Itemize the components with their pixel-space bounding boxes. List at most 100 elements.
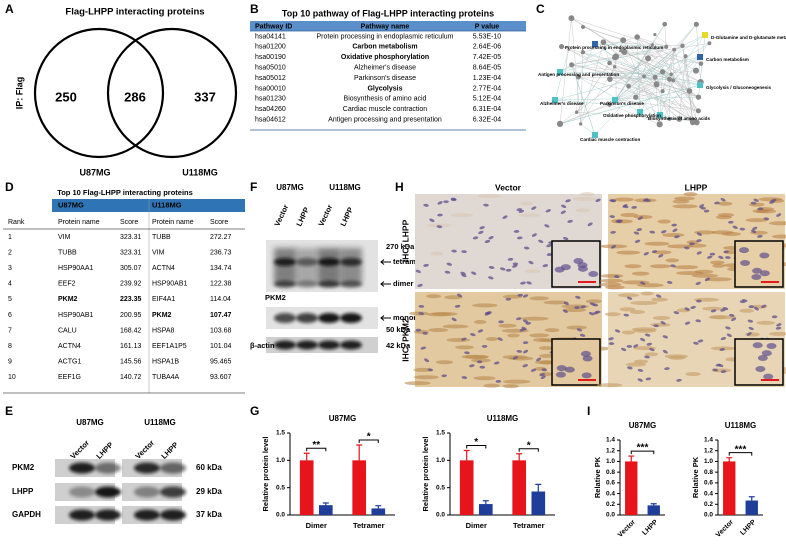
network-edge <box>561 46 663 92</box>
nucleus <box>588 271 599 278</box>
nucleus <box>752 267 763 274</box>
network-node <box>569 62 575 68</box>
bar <box>745 500 758 515</box>
network-node <box>660 89 665 94</box>
lane-label: Vector <box>133 438 156 461</box>
nucleus <box>488 266 495 269</box>
nucleus <box>443 200 449 204</box>
nucleus <box>707 255 713 259</box>
nucleus <box>471 271 477 275</box>
nucleus <box>610 244 617 249</box>
blot-band <box>318 340 340 350</box>
network-edge <box>580 42 604 125</box>
stain <box>446 337 471 342</box>
pathway-node <box>557 69 563 75</box>
stain <box>473 376 496 381</box>
stain <box>640 291 654 296</box>
network-edge <box>679 56 686 119</box>
nucleus <box>461 376 468 379</box>
stain <box>533 338 551 343</box>
stain <box>520 201 534 206</box>
nucleus <box>674 235 680 239</box>
nucleus <box>498 320 504 324</box>
y-tick-label: 0.0 <box>436 512 445 519</box>
table-cell: 236.73 <box>210 249 232 256</box>
nucleus <box>671 223 677 227</box>
pathway-label: Glycolysis / Gluconeogenesis <box>706 85 772 90</box>
blot-band <box>274 313 296 323</box>
network-edge <box>561 46 674 81</box>
size-label: 50 kDa <box>386 325 411 334</box>
table-cell: hsa01200 <box>255 44 286 51</box>
nucleus <box>544 224 550 228</box>
nucleus <box>720 337 727 341</box>
table-cell: 7.42E-05 <box>473 54 502 61</box>
nucleus <box>502 215 508 219</box>
stain <box>450 213 473 218</box>
stain <box>710 315 727 320</box>
nucleus <box>703 209 710 213</box>
network-node <box>659 69 666 75</box>
stain <box>521 316 549 321</box>
column-header: P value <box>475 23 499 30</box>
bar <box>723 461 736 515</box>
network-edge <box>689 91 693 121</box>
y-tick-label: 1.5 <box>436 430 445 437</box>
nucleus <box>469 364 475 368</box>
blot-band <box>95 462 121 474</box>
stain <box>572 197 596 202</box>
nucleus <box>696 299 702 303</box>
nucleus <box>582 355 593 362</box>
stain <box>674 265 699 270</box>
nucleus <box>640 337 646 342</box>
table-cell: HSP90AB1 <box>152 281 188 288</box>
group-label: U118MG <box>152 200 182 209</box>
nucleus <box>763 217 770 221</box>
nucleus <box>695 319 701 323</box>
nucleus <box>712 368 718 372</box>
stain <box>672 199 690 204</box>
table-cell: Parkinson's disease <box>354 75 416 82</box>
table-cell: 200.95 <box>120 312 142 319</box>
nucleus <box>709 252 716 256</box>
network-edge <box>673 56 701 81</box>
network-edge <box>614 24 665 101</box>
error-bar <box>726 457 733 466</box>
stain <box>651 297 668 302</box>
nucleus <box>700 206 706 210</box>
nucleus <box>565 199 571 203</box>
network-edge <box>637 37 641 113</box>
lane-label: Vector <box>316 203 334 228</box>
nucleus <box>693 341 699 345</box>
nucleus <box>622 204 628 208</box>
blot-band <box>318 313 340 323</box>
ihc-image <box>598 192 786 290</box>
nucleus <box>429 218 435 223</box>
table-cell: Carbon metabolism <box>352 44 417 51</box>
nucleus <box>757 354 768 361</box>
x-tick-label: Tetramer <box>353 521 385 530</box>
stain <box>524 269 541 274</box>
nucleus <box>495 379 502 383</box>
stain <box>721 232 742 237</box>
nucleus <box>461 337 467 341</box>
nucleus <box>726 333 732 338</box>
nucleus <box>722 307 729 311</box>
nucleus <box>608 337 614 341</box>
nucleus <box>728 220 734 224</box>
venn-count: 337 <box>194 89 216 104</box>
stain <box>617 293 640 298</box>
nucleus <box>450 197 457 201</box>
network-edge <box>609 62 693 123</box>
network-edge <box>635 24 697 98</box>
table-cell: Cardiac muscle contraction <box>343 106 428 113</box>
table-cell: 8 <box>8 343 12 350</box>
network-node <box>656 121 663 128</box>
panel-label: B <box>250 2 259 16</box>
nucleus <box>739 247 750 254</box>
form-label: tetramer <box>393 257 423 266</box>
error-bar <box>516 453 523 468</box>
nucleus <box>563 301 569 306</box>
venn-circle <box>106 27 238 159</box>
